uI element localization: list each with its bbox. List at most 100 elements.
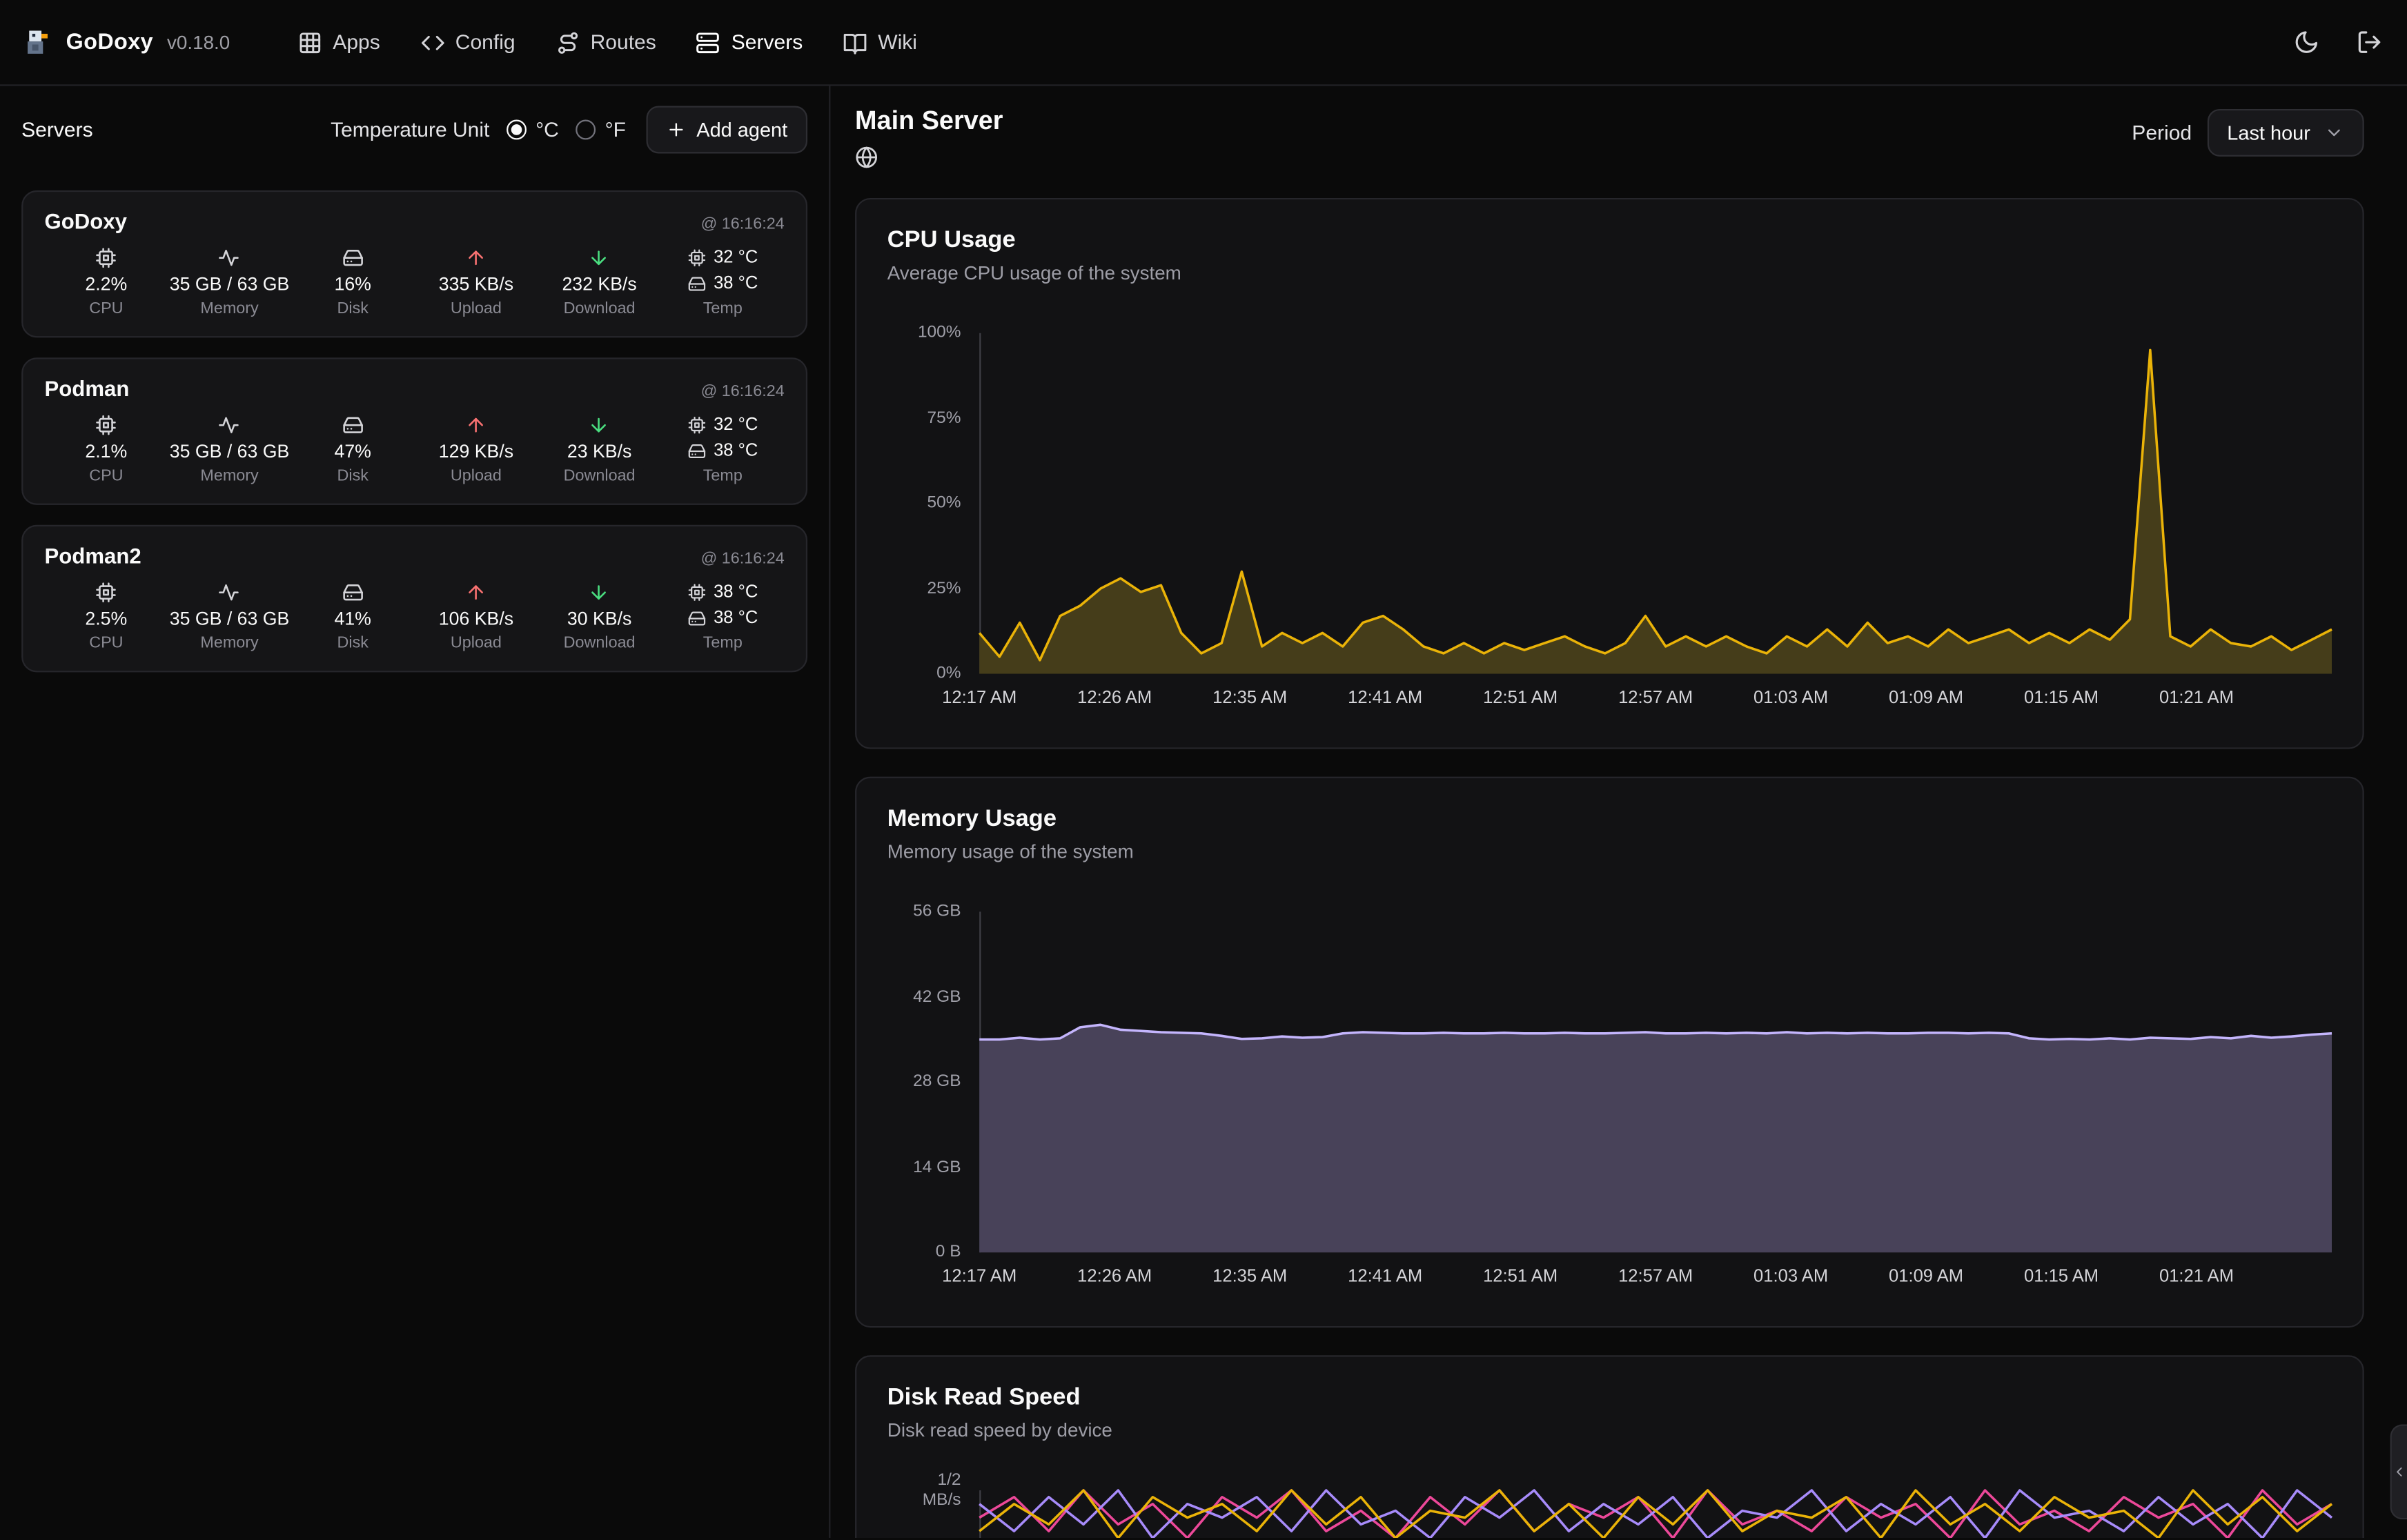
page-layout: Servers Temperature Unit °C °F Add agent: [0, 86, 2407, 1538]
stat-temp: 32 °C 38 °C Temp: [661, 244, 785, 318]
disk-temp-value: 38 °C: [714, 609, 758, 627]
cpu-icon: [687, 415, 706, 434]
radio-fahrenheit-circle: [576, 119, 596, 139]
disk-temp-value: 38 °C: [714, 274, 758, 293]
memory-value: 35 GB / 63 GB: [169, 272, 290, 294]
nav-label: Routes: [590, 30, 656, 54]
server-card-podman[interactable]: Podman @ 16:16:24 2.1% CPU 35 GB / 63 GB: [21, 357, 808, 505]
fahrenheit-label: °F: [605, 117, 626, 141]
x-tick-label: 01:21 AM: [2159, 1267, 2234, 1287]
chart-title: Memory Usage: [887, 805, 1057, 832]
stat-cpu: 2.5% CPU: [45, 579, 168, 653]
grid-icon: [297, 30, 322, 55]
y-tick-label: 56 GB: [913, 902, 961, 920]
server-name: GoDoxy: [44, 208, 127, 234]
add-agent-button[interactable]: Add agent: [645, 105, 808, 153]
server-title-block: Main Server: [855, 104, 1003, 177]
server-updated-at: @ 16:16:24: [700, 382, 785, 401]
chevron-down-icon: [2324, 123, 2344, 143]
nav-item-wiki[interactable]: Wiki: [843, 30, 917, 55]
theme-toggle-button[interactable]: [2293, 29, 2319, 55]
x-tick-label: 01:21 AM: [2159, 689, 2234, 708]
memory-usage-chart: 56 GB 42 GB 28 GB 14 GB 0 B 12:17 AM 12:26 AM 1…: [887, 902, 2332, 1299]
server-card-godoxy[interactable]: GoDoxy @ 16:16:24 2.2% CPU 35 GB / 63 GB: [21, 190, 808, 338]
stat-download: 30 KB/s Download: [538, 579, 661, 652]
hard-drive-icon: [687, 609, 706, 627]
x-tick-label: 12:41 AM: [1348, 1267, 1423, 1287]
chart-title: CPU Usage: [887, 227, 1016, 254]
radio-celsius[interactable]: °C: [506, 117, 559, 141]
x-tick-label: 12:17 AM: [942, 1267, 1017, 1287]
servers-panel: Servers Temperature Unit °C °F Add agent: [0, 86, 831, 1538]
brand: GoDoxy v0.18.0: [25, 28, 230, 56]
godoxy-logo-icon: [28, 30, 48, 53]
logout-button[interactable]: [2357, 29, 2383, 55]
upload-label: Upload: [450, 466, 502, 485]
nav-item-routes[interactable]: Routes: [555, 30, 656, 55]
stat-download: 23 KB/s Download: [538, 411, 661, 485]
download-value: 30 KB/s: [567, 606, 632, 629]
memory-label: Memory: [200, 633, 259, 653]
page-title: Main Server: [855, 106, 1003, 135]
upload-label: Upload: [450, 299, 502, 318]
nav-item-servers[interactable]: Servers: [696, 30, 803, 55]
radio-fahrenheit[interactable]: °F: [576, 117, 626, 141]
x-tick-label: 12:51 AM: [1483, 689, 1558, 708]
x-tick-label: 12:57 AM: [1618, 689, 1693, 708]
x-tick-label: 01:03 AM: [1753, 1267, 1829, 1287]
period-select[interactable]: Last hour: [2207, 108, 2364, 157]
server-name: Podman2: [44, 543, 141, 569]
server-updated-at: @ 16:16:24: [700, 215, 785, 234]
nav-label: Servers: [731, 30, 803, 54]
chart-plot: [979, 1489, 2333, 1538]
x-tick-label: 12:57 AM: [1618, 1267, 1693, 1287]
hard-drive-icon: [687, 274, 706, 293]
hard-drive-icon: [687, 442, 706, 460]
cpu-value: 2.5%: [85, 606, 128, 629]
stat-temp: 32 °C 38 °C Temp: [661, 411, 785, 485]
panel-collapse-handle[interactable]: [2390, 1424, 2407, 1520]
server-url-button[interactable]: [855, 146, 878, 168]
chart-title: Disk Read Speed: [887, 1384, 1081, 1411]
disk-label: Disk: [337, 466, 369, 485]
cpu-icon: [687, 248, 706, 266]
servers-panel-title: Servers: [21, 117, 93, 141]
x-tick-label: 01:15 AM: [2024, 689, 2099, 708]
stat-disk: 16% Disk: [291, 244, 415, 317]
temp-label: Temp: [703, 299, 743, 318]
server-updated-at: @ 16:16:24: [700, 549, 785, 569]
cpu-label: CPU: [89, 633, 124, 653]
y-tick-label: 42 GB: [913, 987, 961, 1006]
cpu-icon: [95, 246, 117, 268]
cpu-temp-value: 32 °C: [714, 415, 758, 434]
chart-plot: [978, 333, 2332, 674]
x-tick-label: 01:03 AM: [1753, 689, 1829, 708]
period-label: Period: [2132, 121, 2192, 145]
server-card-podman2[interactable]: Podman2 @ 16:16:24 2.5% CPU 35 GB / 63 G…: [21, 524, 808, 673]
upload-value: 106 KB/s: [438, 606, 514, 629]
app-title: GoDoxy: [66, 30, 153, 55]
nav-label: Apps: [333, 30, 380, 54]
temperature-unit-control: Temperature Unit °C °F: [331, 117, 626, 140]
stat-memory: 35 GB / 63 GB Memory: [168, 244, 291, 318]
code-icon: [420, 30, 445, 55]
chart-subtitle: Memory usage of the system: [887, 841, 1134, 863]
y-tick-label: 14 GB: [913, 1157, 961, 1176]
nav-item-config[interactable]: Config: [420, 30, 515, 55]
servers-panel-header: Servers Temperature Unit °C °F Add agent: [21, 104, 808, 153]
upload-value: 335 KB/s: [438, 272, 514, 294]
plus-icon: [666, 119, 686, 139]
logout-icon: [2357, 29, 2383, 55]
y-tick-label: 0%: [936, 664, 961, 683]
x-tick-label: 12:41 AM: [1348, 689, 1423, 708]
y-tick-label: 1/2 MB/s: [922, 1470, 961, 1509]
stat-upload: 335 KB/s Upload: [415, 244, 538, 318]
chart-subtitle: Average CPU usage of the system: [887, 262, 1181, 284]
memory-label: Memory: [200, 299, 259, 318]
nav-item-apps[interactable]: Apps: [297, 30, 380, 55]
navbar-actions: [2293, 29, 2382, 55]
stat-memory: 35 GB / 63 GB Memory: [168, 411, 291, 485]
stat-download: 232 KB/s Download: [538, 244, 661, 317]
server-detail-panel: Main Server Period Last hour CPU Usage A…: [830, 86, 2407, 1538]
